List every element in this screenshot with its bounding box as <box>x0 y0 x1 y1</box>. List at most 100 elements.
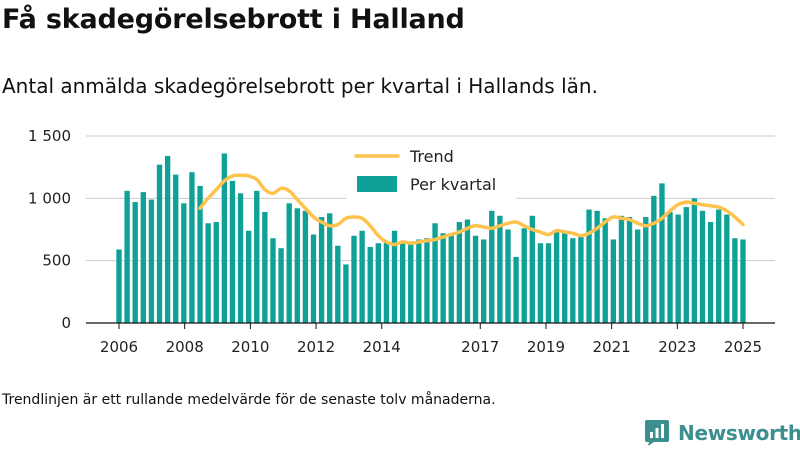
bar <box>197 185 203 323</box>
x-tick-label: 2012 <box>297 338 335 356</box>
bar <box>286 203 292 323</box>
bar <box>456 222 463 323</box>
bar <box>570 238 576 323</box>
bar <box>675 214 681 323</box>
bar <box>464 219 471 323</box>
bar <box>391 230 398 323</box>
bar <box>205 223 211 323</box>
bar <box>148 199 155 323</box>
bar <box>481 239 487 323</box>
x-tick-label: 2021 <box>593 338 631 356</box>
bar <box>594 210 600 323</box>
bar <box>254 190 260 323</box>
bar <box>132 202 138 323</box>
bar <box>537 243 544 323</box>
bar <box>343 264 349 323</box>
quarterly-bars <box>116 153 746 323</box>
x-tick-label: 2017 <box>461 338 499 356</box>
bar <box>472 235 479 323</box>
bar <box>359 230 365 323</box>
bar <box>505 229 511 323</box>
bar <box>383 241 390 323</box>
bar <box>448 233 454 323</box>
footnote: Trendlinjen är ett rullande medelvärde f… <box>2 392 496 408</box>
bar <box>634 229 641 323</box>
bar <box>659 183 665 323</box>
bar <box>716 209 722 323</box>
bar <box>724 214 730 323</box>
bar <box>440 233 446 323</box>
bar <box>318 217 325 323</box>
newsworthy-logo-icon <box>645 420 669 446</box>
bar <box>124 190 130 323</box>
chart-subtitle: Antal anmälda skadegörelsebrott per kvar… <box>2 74 598 98</box>
bar <box>140 192 146 323</box>
bar <box>562 230 568 323</box>
bar <box>683 207 689 323</box>
bar <box>618 215 625 323</box>
bar <box>237 193 244 323</box>
bar <box>416 239 422 323</box>
y-tick-label: 0 <box>61 314 71 332</box>
bar <box>229 180 236 323</box>
x-tick-label: 2008 <box>166 338 204 356</box>
bar <box>740 239 746 323</box>
bar <box>521 228 527 323</box>
brand-logo: Newsworthy <box>644 418 800 448</box>
bar <box>181 203 187 323</box>
bar <box>651 195 657 323</box>
bar <box>302 210 309 323</box>
bar <box>497 215 503 323</box>
x-tick-label: 2019 <box>527 338 565 356</box>
legend-swatch-bar <box>357 176 397 192</box>
bar <box>245 230 252 323</box>
y-tick-label: 1 000 <box>28 189 71 207</box>
bar <box>116 249 122 323</box>
y-axis-ticks: 0 500 1 000 1 500 <box>28 127 71 332</box>
bar <box>424 238 430 323</box>
bar <box>173 174 179 323</box>
bar <box>610 239 617 323</box>
trend-line-group <box>198 173 745 247</box>
bar <box>732 238 738 323</box>
y-tick-label: 500 <box>42 252 71 270</box>
bar <box>399 241 406 323</box>
legend: Trend Per kvartal <box>346 142 516 200</box>
bar <box>513 256 519 323</box>
bar <box>327 213 333 323</box>
bar <box>262 212 268 323</box>
bar <box>221 153 228 323</box>
bar <box>545 243 552 323</box>
bar <box>335 245 341 323</box>
bar <box>626 217 633 323</box>
bar <box>529 215 535 323</box>
bar <box>408 241 414 323</box>
y-tick-label: 1 500 <box>28 127 71 145</box>
x-tick-label: 2025 <box>724 338 762 356</box>
bar <box>586 209 592 323</box>
bar <box>489 210 495 323</box>
x-tick-label: 2014 <box>363 338 401 356</box>
bar <box>707 222 714 323</box>
bar <box>667 212 673 323</box>
bar <box>310 234 317 323</box>
bar <box>278 248 284 323</box>
legend-label: Trend <box>409 147 454 166</box>
bar <box>164 155 171 323</box>
bar <box>351 235 357 323</box>
bar <box>213 222 219 323</box>
bar <box>553 230 560 323</box>
bar <box>602 218 608 323</box>
bar <box>156 164 163 323</box>
bar <box>270 238 276 323</box>
bar <box>578 235 584 323</box>
x-tick-label: 2023 <box>658 338 696 356</box>
trend-line <box>198 173 745 247</box>
bar <box>189 172 195 323</box>
x-tick-label: 2006 <box>100 338 138 356</box>
bar <box>294 208 300 323</box>
x-tick-label: 2010 <box>231 338 269 356</box>
bar <box>699 210 706 323</box>
chart-title: Få skadegörelsebrott i Halland <box>2 4 465 35</box>
